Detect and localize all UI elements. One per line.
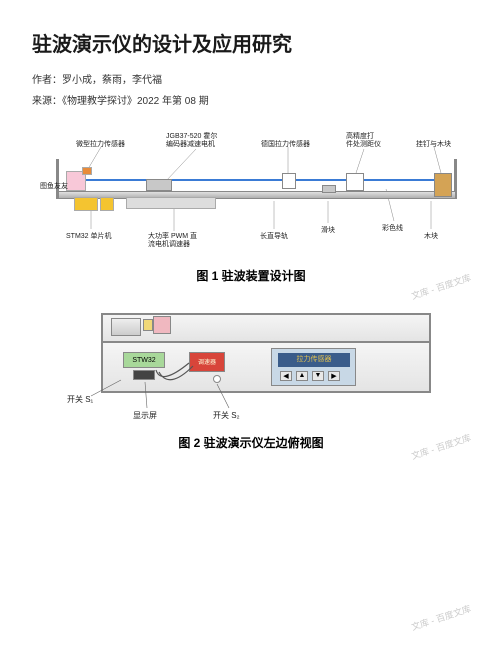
motor-box: [146, 179, 172, 191]
tension-meter: 拉力传感器 ◀ ▲ ▼ ▶: [271, 348, 356, 386]
page-title: 驻波演示仪的设计及应用研究: [32, 28, 470, 57]
figure-1-diagram: 微型拉力传感器 JGB37-520 霍尔编码器减速电机 德国拉力传感器 高精度打…: [36, 131, 466, 261]
watermark-3: 文库 - 百度文库: [410, 602, 473, 634]
label-sound-source: 图鱼友友: [40, 181, 68, 191]
long-rail: [58, 191, 456, 199]
figure-1-caption: 图 1 驻波装置设计图: [32, 267, 470, 284]
slider-box: [322, 185, 336, 193]
meter-screen: 拉力传感器: [278, 353, 350, 367]
micro-sensor-box: [82, 167, 92, 175]
figure-2-caption: 图 2 驻波演示仪左边俯视图: [32, 434, 470, 451]
label-switch1: 开关 S₁: [67, 394, 93, 405]
high-precision-box: [346, 173, 364, 191]
stm32-box-fig1-b: [100, 197, 114, 211]
label-stm32: STM32 单片机: [66, 231, 112, 241]
figure-1-area: 微型拉力传感器 JGB37-520 霍尔编码器减速电机 德国拉力传感器 高精度打…: [32, 131, 470, 284]
authors-line: 作者：罗小成，蔡雨，李代福: [32, 71, 470, 86]
meter-btn-up: ▲: [296, 371, 308, 381]
figure-2-area: STW32 调速器 拉力传感器 ◀ ▲ ▼ ▶ 开关 S₁ 显示屏 开关 S₂: [32, 308, 470, 451]
wood-block-box: [434, 173, 452, 197]
figure-2-diagram: STW32 调速器 拉力传感器 ◀ ▲ ▼ ▶ 开关 S₁ 显示屏 开关 S₂: [61, 308, 441, 428]
label-display: 显示屏: [133, 410, 157, 421]
label-pwm: 大功率 PWM 直流电机调速器: [148, 233, 197, 248]
label-long-rail: 长直导轨: [260, 231, 288, 241]
stm32-box-fig1: [74, 197, 98, 211]
label-slider: 滑块: [321, 225, 335, 235]
pwm-box: [126, 197, 216, 209]
meter-btn-left: ◀: [280, 371, 292, 381]
meter-btn-down: ▼: [312, 371, 324, 381]
label-color-line: 彩色线: [382, 223, 403, 233]
figure-2-wires: [61, 308, 441, 428]
source-line: 来源：《物理教学探讨》2022 年第 08 期: [32, 92, 470, 107]
blue-string: [86, 179, 446, 181]
label-wood-block: 木块: [424, 231, 438, 241]
tension-sensor-box: [282, 173, 296, 189]
label-switch2: 开关 S₂: [213, 410, 240, 421]
meter-btn-right: ▶: [328, 371, 340, 381]
